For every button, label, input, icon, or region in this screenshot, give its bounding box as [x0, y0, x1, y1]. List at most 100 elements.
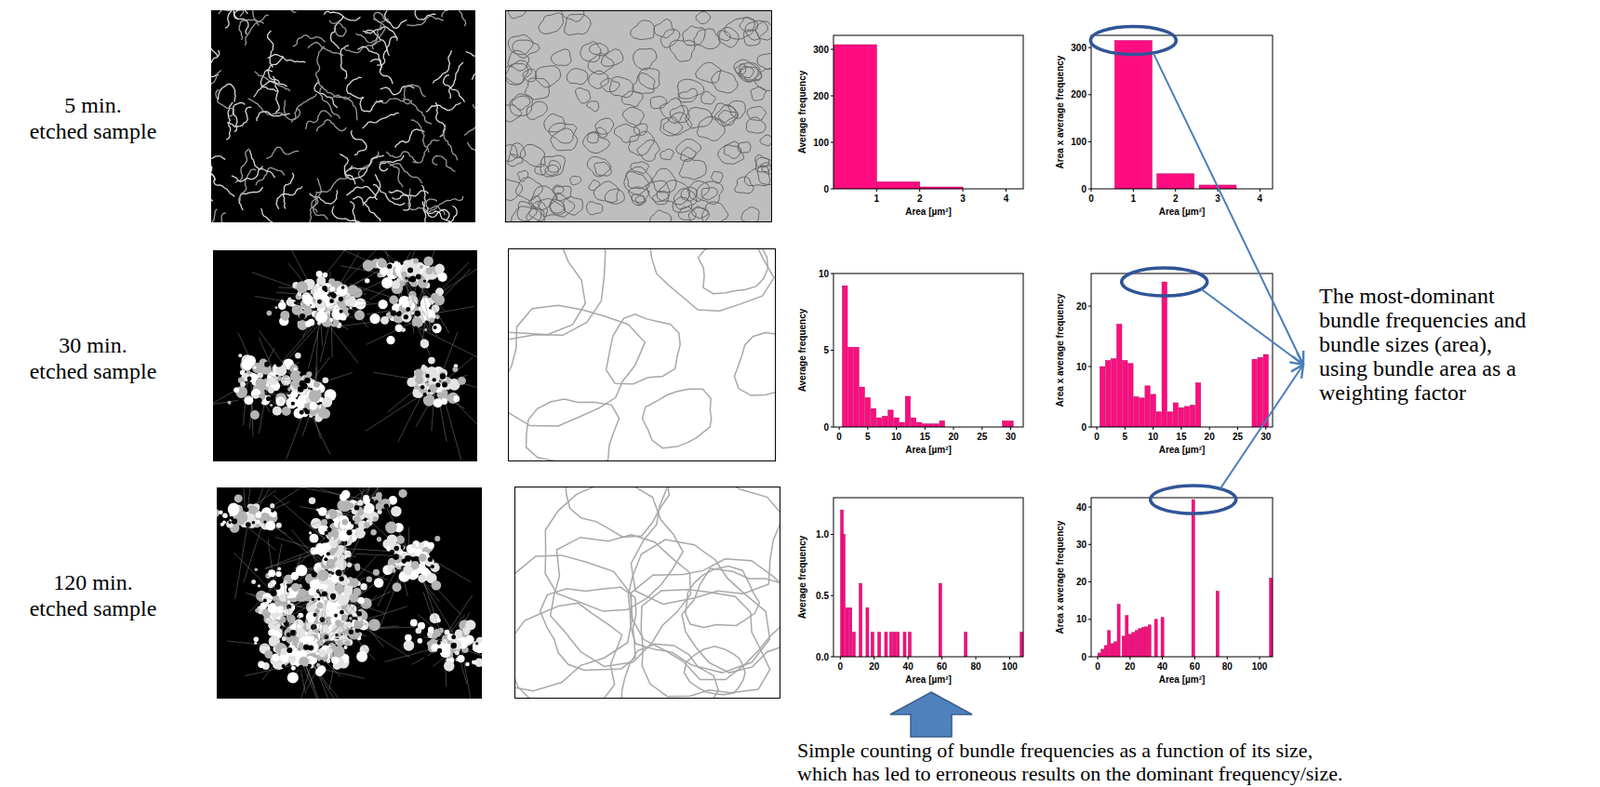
contour-outline — [695, 181, 723, 205]
contour-outline — [631, 72, 655, 94]
micrograph-texture — [440, 398, 448, 405]
micrograph-texture — [349, 593, 360, 603]
micrograph-texture — [213, 379, 255, 416]
micrograph-texture — [263, 598, 267, 602]
micrograph-texture — [339, 610, 345, 615]
micrograph-texture — [225, 10, 249, 28]
micrograph-texture — [413, 389, 421, 398]
contour-outline — [660, 148, 674, 160]
micrograph-texture — [421, 364, 426, 369]
contour-outline — [537, 198, 566, 216]
contour-map — [505, 10, 773, 223]
contour-outline — [562, 196, 584, 215]
bar — [833, 44, 877, 189]
micrograph-texture — [320, 86, 341, 119]
micrograph-texture — [264, 361, 270, 368]
micrograph-texture — [311, 571, 318, 577]
micrograph-texture — [260, 602, 267, 610]
micrograph-texture — [316, 46, 326, 83]
micrograph-texture — [270, 508, 274, 512]
micrograph-texture — [318, 506, 328, 517]
contour-outline — [692, 206, 709, 219]
plot-frame — [833, 35, 1024, 189]
micrograph-texture — [414, 10, 436, 20]
contour-outline — [587, 53, 614, 75]
micrograph-texture — [277, 609, 281, 614]
micrograph-texture — [239, 169, 257, 202]
micrograph-texture — [348, 629, 354, 635]
micrograph-texture — [326, 551, 331, 556]
micrograph-texture — [306, 623, 309, 627]
micrograph-texture — [363, 506, 370, 513]
micrograph-texture — [319, 659, 324, 665]
contour-outline — [718, 110, 739, 126]
micrograph-texture — [333, 645, 346, 658]
micrograph-texture — [233, 10, 249, 35]
micrograph-texture — [442, 124, 457, 161]
micrograph-texture — [211, 165, 214, 202]
micrograph-texture — [392, 553, 400, 560]
micrograph-texture — [385, 10, 408, 28]
micrograph-texture — [275, 571, 281, 577]
micrograph — [213, 250, 478, 462]
plot-background — [833, 35, 1024, 189]
micrograph-texture — [290, 381, 295, 387]
micrograph — [216, 487, 482, 699]
micrograph-texture — [283, 100, 300, 120]
figure: 5 min.etched sample30 min.etched sample1… — [0, 0, 1600, 787]
micrograph-texture — [346, 529, 352, 535]
micrograph-texture — [341, 592, 345, 596]
micrograph-texture — [363, 503, 374, 514]
micrograph-texture — [275, 365, 287, 377]
micrograph-texture — [410, 570, 419, 579]
micrograph-texture — [331, 536, 334, 540]
micrograph-texture — [325, 538, 330, 543]
micrograph-texture — [332, 656, 336, 661]
micrograph-texture — [413, 140, 440, 163]
micrograph-texture — [363, 528, 367, 532]
micrograph-texture — [417, 638, 424, 644]
x-tick — [876, 188, 878, 192]
micrograph-texture — [441, 381, 448, 387]
micrograph-texture — [294, 352, 301, 359]
contour-outline — [564, 13, 592, 35]
micrograph-texture — [426, 103, 462, 113]
micrograph-texture — [431, 323, 441, 334]
micrograph-texture — [477, 644, 482, 652]
micrograph-texture — [362, 173, 381, 205]
micrograph-texture — [380, 85, 415, 94]
contour-outline — [653, 19, 674, 39]
micrograph-texture — [332, 494, 338, 501]
micrograph-texture — [252, 520, 256, 525]
micrograph-texture — [255, 377, 266, 387]
micrograph-texture — [394, 546, 400, 552]
micrograph-texture — [420, 385, 425, 389]
micrograph-texture — [289, 317, 326, 358]
micrograph-texture — [407, 277, 412, 281]
contour-outline — [624, 171, 650, 195]
chart: 12340100200300Area [µm²]Average frequenc… — [797, 35, 1024, 217]
micrograph-texture — [293, 35, 326, 47]
contour-outline — [544, 113, 566, 133]
micrograph-texture — [341, 250, 404, 277]
micrograph-texture — [432, 156, 455, 173]
micrograph-texture — [256, 111, 291, 121]
micrograph-texture — [253, 365, 256, 369]
micrograph-texture — [251, 579, 256, 585]
micrograph-texture — [281, 664, 286, 668]
bar — [1157, 173, 1195, 189]
micrograph-texture — [373, 577, 384, 587]
micrograph-texture — [329, 308, 333, 312]
micrograph-texture — [427, 626, 435, 634]
micrograph-texture — [433, 325, 438, 330]
micrograph-texture — [354, 309, 365, 320]
x-tick-label: 2 — [917, 193, 923, 204]
contour-outline — [631, 559, 781, 680]
micrograph-texture — [329, 20, 347, 37]
contour-outline — [505, 60, 533, 85]
micrograph-texture — [388, 190, 411, 211]
micrograph-texture — [393, 554, 403, 564]
micrograph-texture — [276, 186, 303, 209]
micrograph-texture — [326, 272, 400, 309]
micrograph-texture — [466, 142, 476, 176]
